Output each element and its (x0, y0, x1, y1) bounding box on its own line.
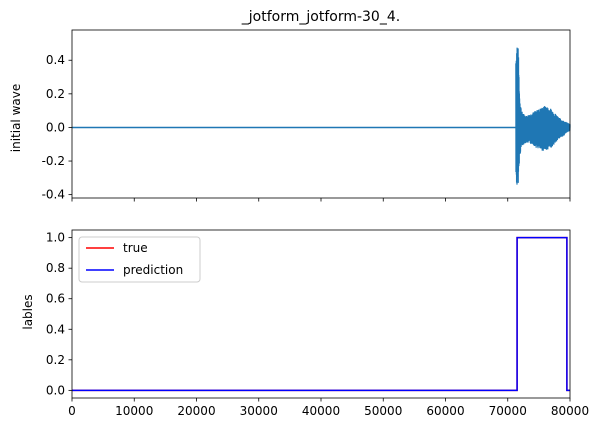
bottom-axes-frame (71, 229, 571, 399)
bottom-y-axis-label: lables (21, 294, 35, 329)
top-subplot: _jotform_jotform-30_4. initial wave -0.4… (9, 9, 571, 202)
bottom-y-tick-label: 0.0 (46, 383, 65, 397)
top-axes-frame (71, 29, 571, 199)
wave-burst-line (515, 47, 571, 185)
top-y-axis-label: initial wave (9, 84, 23, 152)
bottom-plot-data (72, 236, 570, 392)
bottom-x-ticks: 0 10000 20000 30000 40000 50000 60000 70000 8000… (68, 398, 589, 418)
top-chart-title: _jotform_jotform-30_4. (241, 9, 400, 25)
legend-label-prediction: prediction (123, 263, 183, 277)
top-plot-data (72, 47, 571, 185)
top-y-tick-label: -0.4 (42, 188, 65, 202)
bottom-y-tick-label: 0.4 (46, 322, 65, 336)
bottom-subplot: lables 0.0 0.2 0.4 0.6 0.8 1.0 0 10000 20000 300… (21, 229, 589, 418)
bottom-y-tick-label: 0.8 (46, 261, 65, 275)
top-y-tick-label: 0.4 (46, 53, 65, 67)
label-series-prediction-line (72, 236, 570, 392)
legend: true prediction (78, 236, 201, 283)
bottom-x-tick-label: 40000 (302, 404, 340, 418)
bottom-x-tick-label: 20000 (177, 404, 215, 418)
bottom-y-tick-label: 0.2 (46, 353, 65, 367)
bottom-x-tick-label: 0 (68, 404, 76, 418)
legend-label-true: true (123, 241, 148, 255)
bottom-y-tick-label: 1.0 (46, 231, 65, 245)
bottom-y-tick-label: 0.6 (46, 292, 65, 306)
bottom-x-tick-label: 70000 (489, 404, 527, 418)
top-x-ticks (71, 198, 571, 202)
top-y-tick-label: 0.2 (46, 87, 65, 101)
bottom-x-tick-label: 80000 (551, 404, 589, 418)
bottom-x-tick-label: 60000 (426, 404, 464, 418)
bottom-x-tick-label: 10000 (115, 404, 153, 418)
top-y-tick-label: -0.2 (42, 154, 65, 168)
top-y-tick-label: 0.0 (46, 120, 65, 134)
bottom-x-tick-label: 50000 (364, 404, 402, 418)
top-y-ticks: -0.4 -0.2 0.0 0.2 0.4 (42, 53, 72, 202)
bottom-y-ticks: 0.0 0.2 0.4 0.6 0.8 1.0 (46, 231, 72, 397)
bottom-x-tick-label: 30000 (240, 404, 278, 418)
